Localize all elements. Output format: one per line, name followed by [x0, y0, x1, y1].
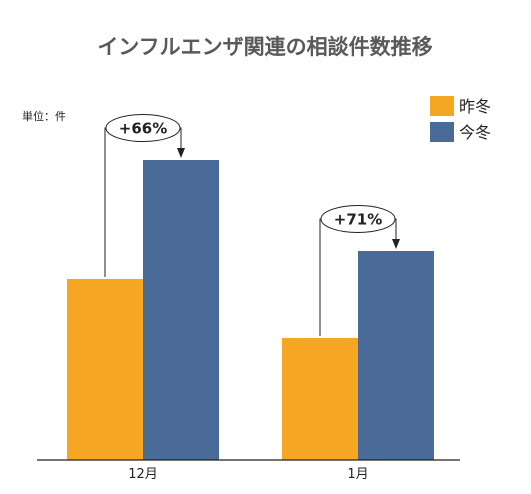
legend-label: 昨冬 — [459, 97, 491, 116]
bar-group — [67, 160, 434, 460]
chart-title: インフルエンザ関連の相談件数推移 — [97, 35, 432, 59]
growth-annotation: +71% — [319, 205, 400, 336]
annotation-group: +66% +71% — [104, 114, 400, 336]
growth-annotation: +66% — [104, 114, 185, 277]
unit-label: 単位：件 — [22, 109, 66, 123]
arrow-head — [177, 148, 185, 158]
annotation-oval — [105, 114, 181, 142]
legend-swatch — [430, 96, 454, 116]
arrow-head — [392, 239, 400, 249]
bar-this-winter-1 — [143, 160, 219, 460]
legend-swatch — [430, 122, 454, 142]
x-tick-label: 1月 — [347, 467, 368, 482]
annotation-label: +66% — [119, 120, 167, 138]
bar-this-winter-2 — [358, 251, 434, 460]
annotation-label: +71% — [334, 211, 382, 229]
bar-last-winter-1 — [67, 279, 143, 460]
x-axis-ticks: 12月 1月 — [128, 467, 368, 482]
x-tick-label: 12月 — [128, 467, 158, 482]
annotation-oval — [320, 205, 396, 233]
bar-last-winter-2 — [282, 338, 358, 460]
legend-label: 今冬 — [459, 123, 491, 142]
